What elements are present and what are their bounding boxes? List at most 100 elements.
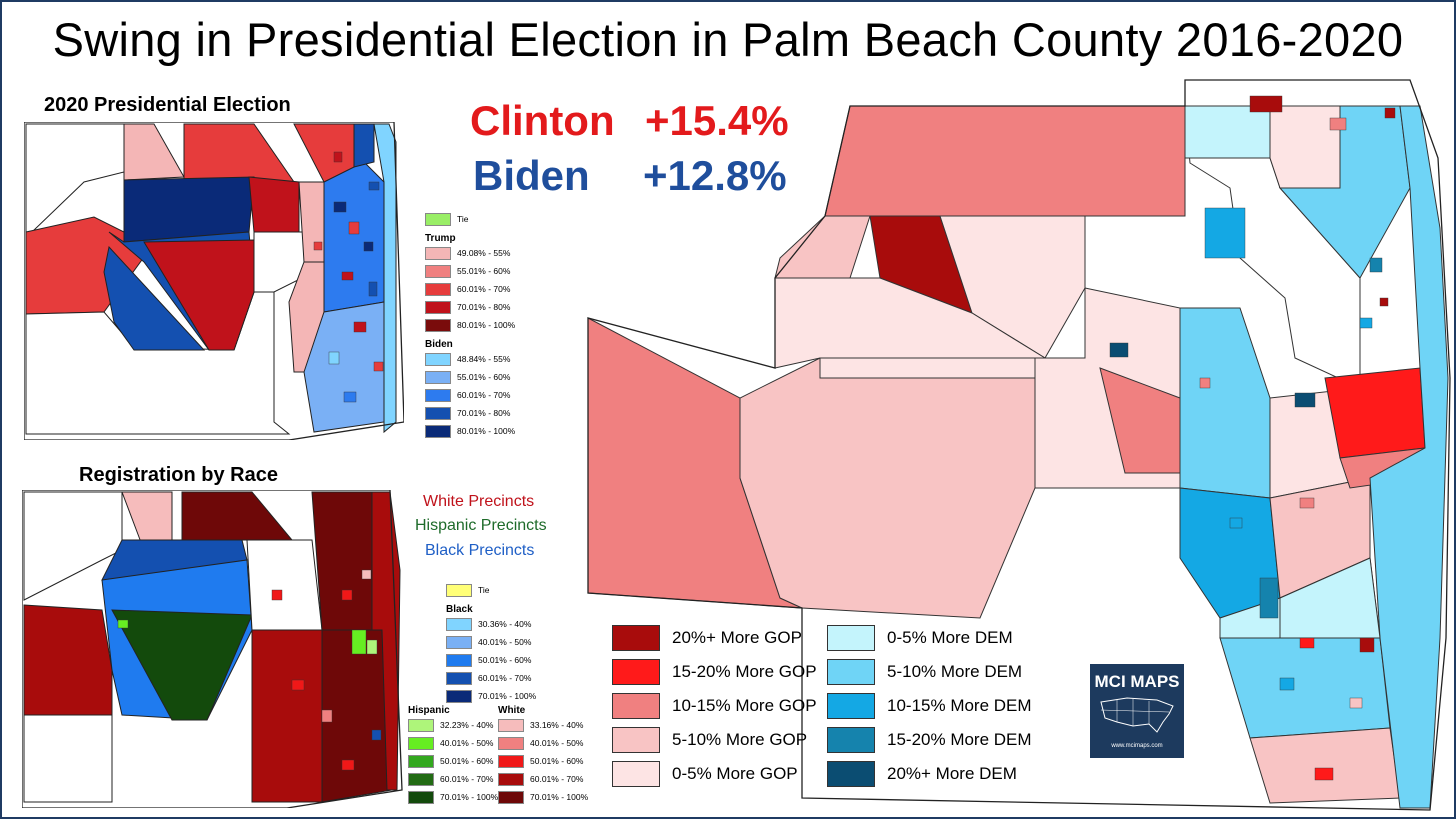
- legend-label: 40.01% - 50%: [478, 637, 532, 647]
- legend-swatch: [612, 761, 660, 787]
- swing-region-central: [739, 357, 1036, 619]
- legend-swatch: [446, 583, 472, 597]
- white-precincts-label: White Precincts: [423, 493, 535, 510]
- legend-label: 50.01% - 60%: [530, 756, 584, 766]
- legend-swatch: [498, 718, 524, 732]
- legend-label: 15-20% More DEM: [887, 730, 1032, 749]
- legend-swatch: [425, 246, 451, 260]
- legend-label: 32.23% - 40%: [440, 720, 494, 730]
- legend-label: 33.16% - 40%: [530, 720, 584, 730]
- biden-margin: +12.8%: [643, 152, 787, 199]
- legend-swatch: [612, 693, 660, 719]
- legend-biden-header: Biden: [425, 339, 453, 350]
- legend-label: Tie: [457, 214, 469, 224]
- legend-label: 50.01% - 60%: [440, 756, 494, 766]
- legend-label: 70.01% - 80%: [457, 408, 511, 418]
- legend-label: 40.01% - 50%: [530, 738, 584, 748]
- legend-label: 60.01% - 70%: [457, 390, 511, 400]
- legend-label: 60.01% - 70%: [457, 284, 511, 294]
- legend-label: 5-10% More GOP: [672, 730, 808, 749]
- race-legend-hispanic: Hispanic 32.23% - 40% 40.01% - 50% 50.01…: [408, 700, 498, 806]
- mci-maps-logo: MCI MAPS www.mcimaps.com: [1090, 664, 1184, 758]
- legend-swatch: [425, 352, 451, 366]
- legend-swatch: [425, 424, 451, 438]
- legend-swatch: [425, 264, 451, 278]
- legend-white-header: White: [498, 705, 526, 716]
- legend-swatch: [446, 653, 472, 667]
- swing-region-north: [824, 105, 1186, 217]
- legend-label: 48.84% - 55%: [457, 354, 511, 364]
- logo-text: MCI MAPS: [1094, 672, 1180, 691]
- legend-swatch: [408, 754, 434, 768]
- legend-black-header: Black: [446, 604, 473, 615]
- legend-label: 10-15% More GOP: [672, 696, 817, 715]
- legend-swatch: [498, 754, 524, 768]
- map-2020-title: 2020 Presidential Election: [44, 94, 291, 116]
- legend-swatch: [446, 689, 472, 703]
- legend-swatch: [408, 772, 434, 786]
- legend-label: 10-15% More DEM: [887, 696, 1032, 715]
- legend-label: 60.01% - 70%: [440, 774, 494, 784]
- legend-swatch: [498, 790, 524, 804]
- legend-swatch: [408, 736, 434, 750]
- map-race-title: Registration by Race: [79, 464, 278, 486]
- legend-label: 50.01% - 60%: [478, 655, 532, 665]
- legend-swatch: [612, 727, 660, 753]
- legend-label: 15-20% More GOP: [672, 662, 817, 681]
- race-legend-white: White 33.16% - 40% 40.01% - 50% 50.01% -…: [498, 700, 588, 806]
- legend-swatch: [827, 727, 875, 753]
- legend-swatch: [425, 212, 451, 226]
- legend-label: 80.01% - 100%: [457, 426, 516, 436]
- page-title: Swing in Presidential Election in Palm B…: [52, 13, 1404, 66]
- legend-swatch: [827, 761, 875, 787]
- legend-hispanic-header: Hispanic: [408, 705, 450, 716]
- legend-label: 40.01% - 50%: [440, 738, 494, 748]
- legend-label: 30.36% - 40%: [478, 619, 532, 629]
- clinton-name: Clinton: [470, 97, 615, 144]
- legend-swatch: [408, 718, 434, 732]
- legend-swatch: [612, 659, 660, 685]
- map-2020-legend: Tie Trump 49.08% - 55% 55.01% - 60% 60.0…: [425, 210, 515, 440]
- legend-swatch: [425, 406, 451, 420]
- legend-label: 0-5% More DEM: [887, 628, 1013, 647]
- legend-label: 60.01% - 70%: [478, 673, 532, 683]
- usa-map-icon: [1100, 697, 1174, 733]
- legend-label: 70.01% - 100%: [530, 792, 589, 802]
- legend-label: 70.01% - 100%: [478, 691, 537, 701]
- black-precincts-label: Black Precincts: [425, 542, 535, 559]
- race-legend-black: Tie Black 30.36% - 40% 40.01% - 50% 50.0…: [446, 581, 536, 705]
- map-race-svg: [22, 490, 403, 808]
- legend-label: 5-10% More DEM: [887, 662, 1023, 681]
- legend-label: 0-5% More GOP: [672, 764, 798, 783]
- logo-url: www.mcimaps.com: [1111, 743, 1163, 749]
- legend-swatch: [498, 772, 524, 786]
- legend-swatch: [425, 370, 451, 384]
- legend-swatch: [425, 318, 451, 332]
- legend-swatch: [408, 790, 434, 804]
- map-2020-svg: [24, 122, 404, 440]
- biden-name: Biden: [473, 152, 590, 199]
- legend-label: 70.01% - 80%: [457, 302, 511, 312]
- legend-swatch: [446, 635, 472, 649]
- legend-label: 70.01% - 100%: [440, 792, 499, 802]
- legend-swatch: [446, 617, 472, 631]
- legend-label: 60.01% - 70%: [530, 774, 584, 784]
- clinton-margin: +15.4%: [645, 97, 789, 144]
- legend-label: 49.08% - 55%: [457, 248, 511, 258]
- legend-swatch: [425, 388, 451, 402]
- legend-swatch: [827, 625, 875, 651]
- legend-swatch: [827, 659, 875, 685]
- legend-trump-header: Trump: [425, 233, 456, 244]
- legend-label: 55.01% - 60%: [457, 372, 511, 382]
- swing-legend-dem: 0-5% More DEM 5-10% More DEM 10-15% More…: [827, 621, 1032, 791]
- legend-swatch: [827, 693, 875, 719]
- legend-swatch: [446, 671, 472, 685]
- legend-tie-row: Tie: [425, 210, 515, 228]
- legend-label: 55.01% - 60%: [457, 266, 511, 276]
- swing-map-svg: [587, 79, 1451, 811]
- swing-legend-gop: 20%+ More GOP 15-20% More GOP 10-15% Mor…: [612, 621, 817, 791]
- legend-label: 20%+ More GOP: [672, 628, 802, 647]
- legend-swatch: [612, 625, 660, 651]
- legend-label: 80.01% - 100%: [457, 320, 516, 330]
